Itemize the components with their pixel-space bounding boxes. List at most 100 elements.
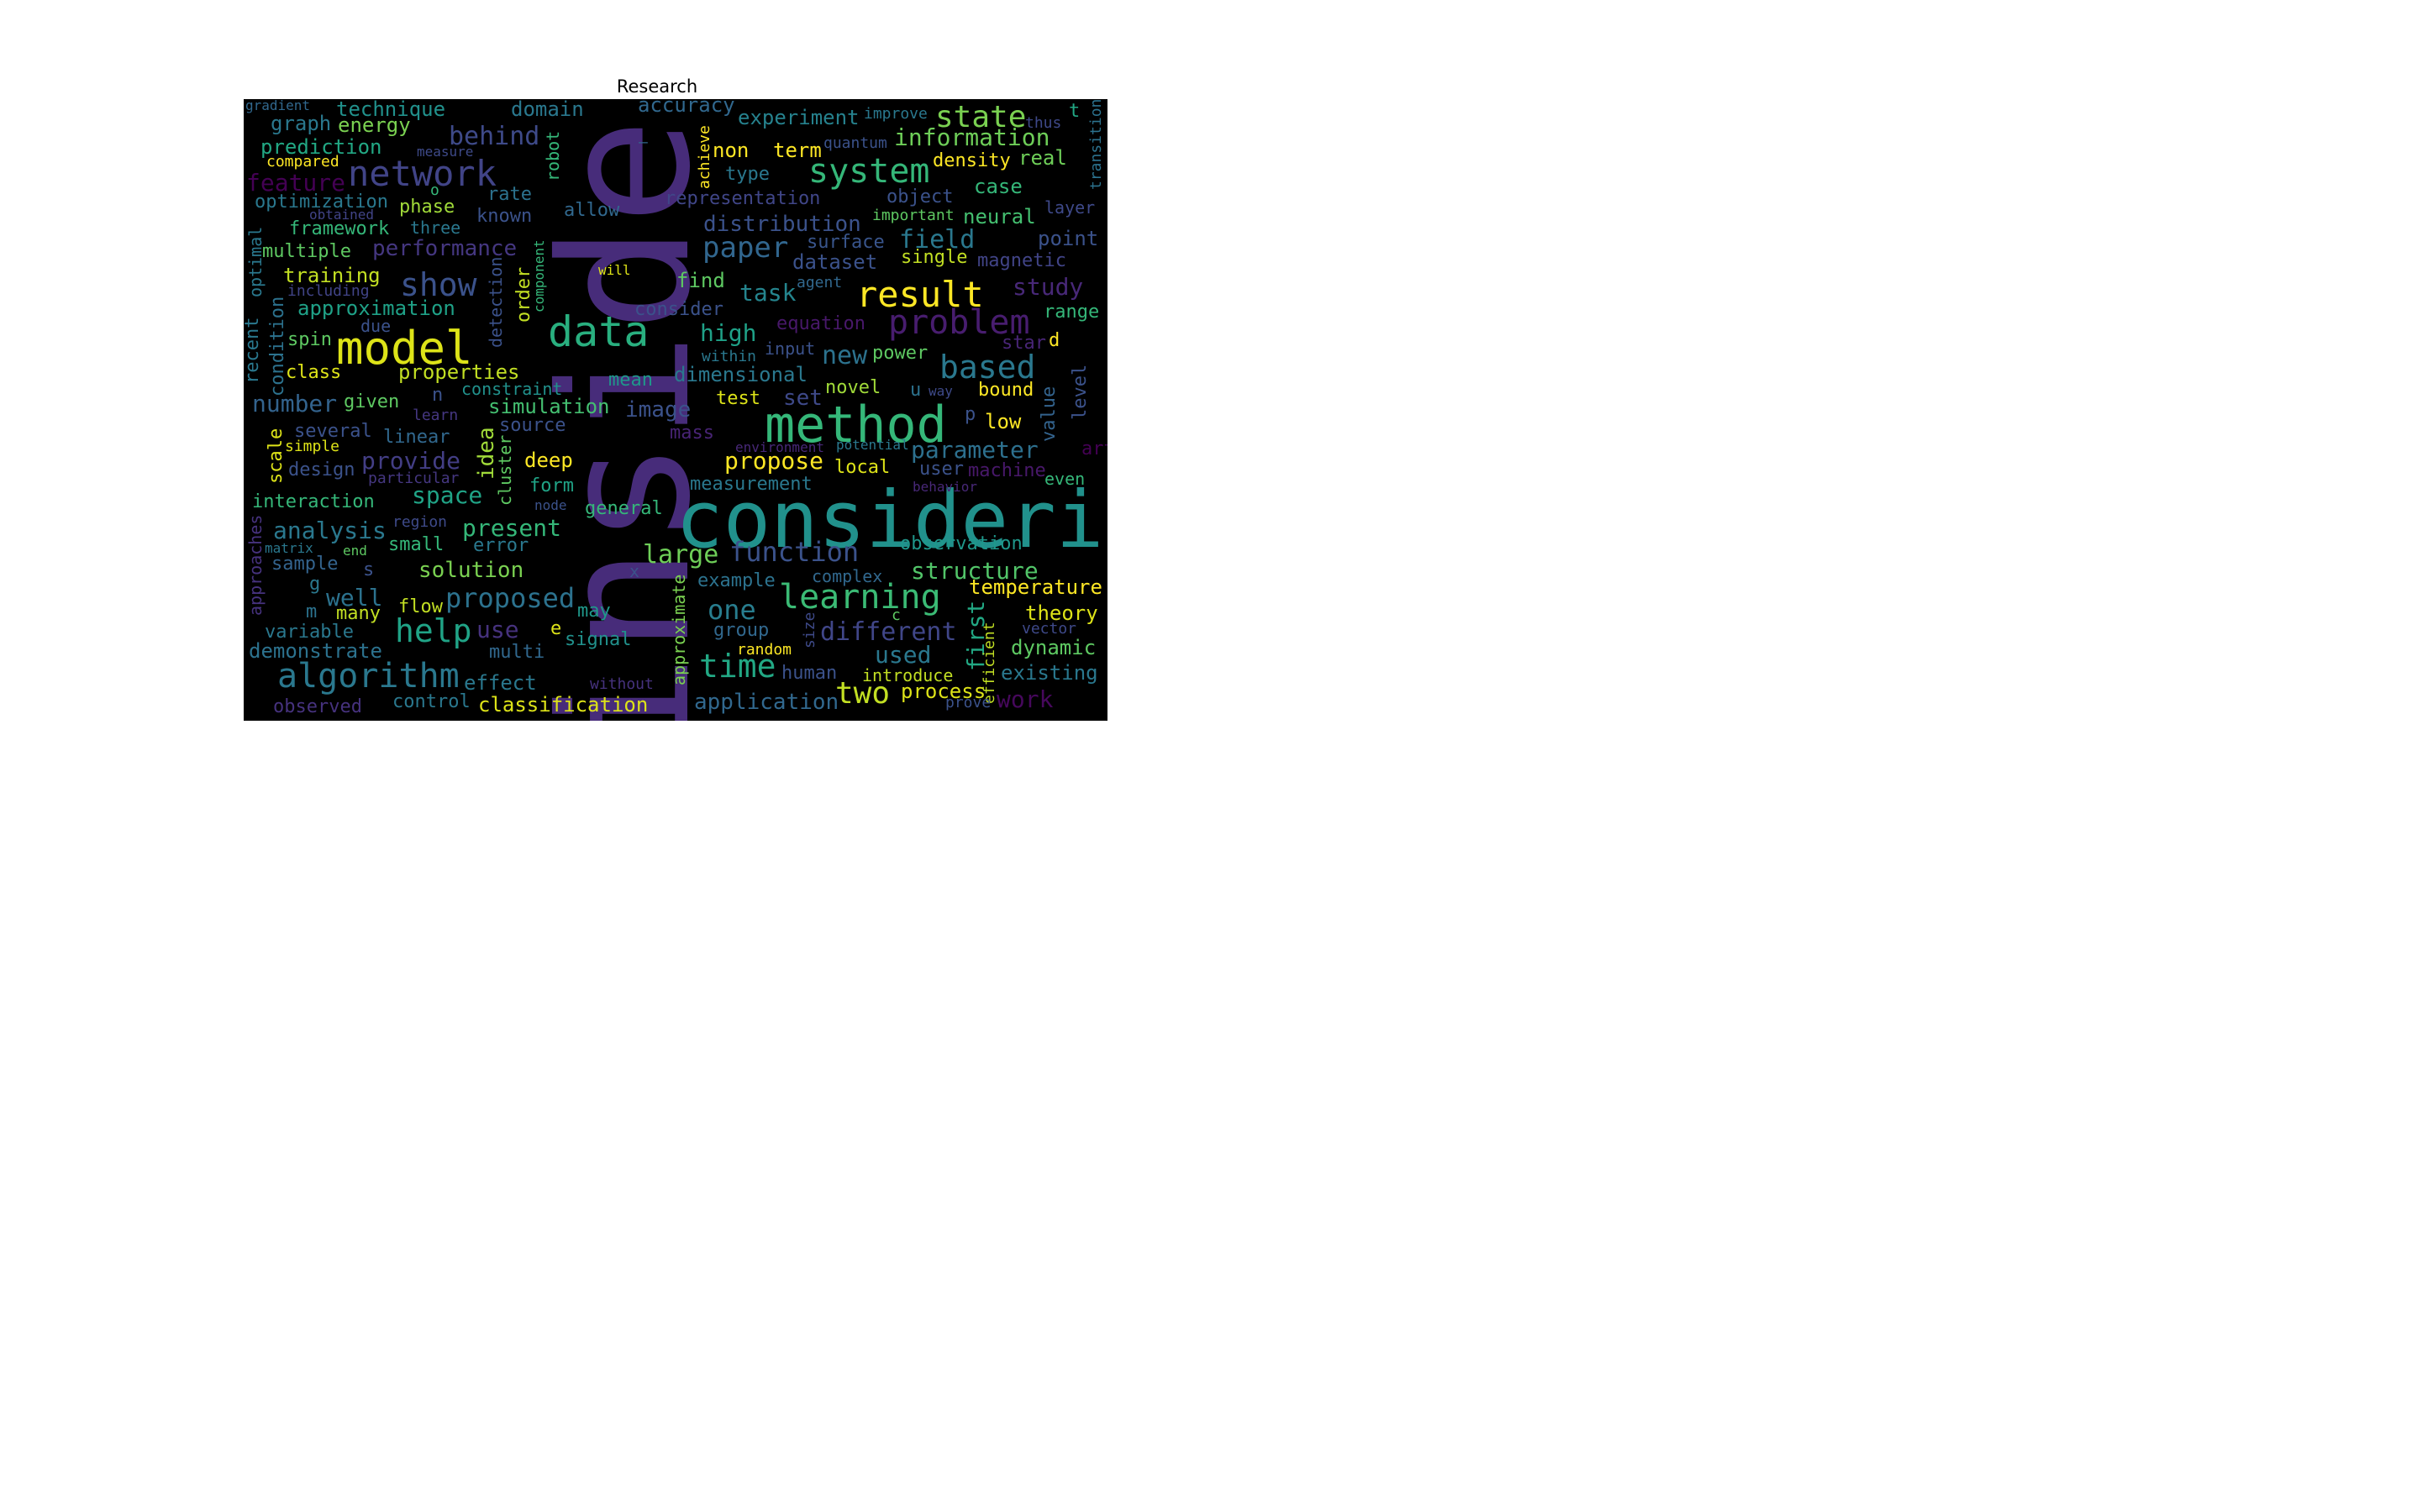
word-example: example — [697, 570, 776, 591]
word-experiment: experiment — [738, 106, 860, 129]
word-introduce: introduce — [862, 665, 954, 685]
word-m: m — [306, 601, 318, 622]
word-node: node — [534, 497, 567, 513]
word-test: test — [716, 388, 760, 409]
word-surface: surface — [807, 232, 885, 253]
word-considering: considering — [676, 475, 1107, 566]
word-important: important — [872, 207, 955, 224]
word-user: user — [919, 459, 964, 480]
word-art: art — [1081, 438, 1107, 459]
word-well: well — [326, 584, 383, 612]
word-analysis: analysis — [273, 517, 387, 544]
word-input: input — [765, 339, 816, 359]
word-n: n — [432, 385, 444, 406]
word-g: g — [309, 574, 321, 595]
word-complex: complex — [812, 566, 883, 586]
word-o: o — [430, 181, 439, 199]
word-linear: linear — [383, 427, 450, 448]
word-properties: properties — [398, 360, 520, 384]
word-machine: machine — [968, 460, 1046, 481]
word-performance: performance — [372, 236, 518, 261]
word-gradient: gradient — [245, 99, 311, 113]
word-application: application — [694, 690, 839, 715]
word-way: way — [929, 383, 953, 399]
word-low: low — [985, 410, 1022, 433]
word-theory: theory — [1025, 601, 1098, 625]
word-energy: energy — [338, 113, 411, 137]
word-constraint: constraint — [461, 379, 563, 399]
word-high: high — [700, 319, 757, 347]
word-process: process — [901, 680, 986, 703]
word-matrix: matrix — [265, 540, 313, 556]
word-technique: technique — [336, 99, 446, 121]
word-optimal: optimal — [245, 227, 266, 298]
word-level: level — [1070, 365, 1091, 421]
word-method: method — [765, 396, 947, 454]
word-existing: existing — [1001, 661, 1098, 685]
word-signal: signal — [565, 629, 632, 650]
word-new: new — [822, 341, 868, 370]
word-task: task — [739, 279, 797, 307]
word-find: find — [676, 269, 725, 292]
word-error: error — [473, 535, 529, 556]
word-domain: domain — [511, 99, 584, 121]
word-cluster: cluster — [495, 435, 515, 507]
word-behavior: behavior — [913, 479, 978, 495]
word-approaches: approaches — [245, 515, 266, 617]
word-improve: improve — [864, 105, 928, 123]
word-group: group — [713, 620, 770, 641]
word-algorithm: algorithm — [277, 657, 460, 696]
word-flow: flow — [398, 596, 443, 617]
word-variable: variable — [265, 622, 354, 643]
figure: Research insideconsideringmethodmodeldat… — [0, 0, 1314, 822]
word-multi: multi — [489, 642, 545, 663]
word-scale: scale — [266, 428, 287, 485]
word-bound: bound — [978, 380, 1034, 401]
word-proposed: proposed — [445, 582, 576, 614]
word-framework: framework — [289, 218, 390, 239]
word-dash: – — [639, 134, 648, 151]
word-measurement: measurement — [690, 474, 813, 495]
word-term: term — [773, 139, 822, 162]
word-magnetic: magnetic — [977, 250, 1066, 271]
word-space: space — [412, 481, 483, 509]
word-including: including — [287, 282, 370, 300]
word-paper: paper — [702, 231, 789, 265]
word-dataset: dataset — [792, 250, 878, 274]
word-density: density — [933, 150, 1011, 171]
word-observation: observation — [900, 533, 1023, 554]
word-based: based — [939, 349, 1036, 386]
word-propose: propose — [724, 447, 824, 475]
word-sample: sample — [271, 554, 339, 575]
word-learn: learn — [413, 407, 459, 424]
word-layer: layer — [1044, 197, 1096, 218]
word-neural: neural — [963, 205, 1036, 228]
word-general: general — [585, 498, 663, 519]
word-interaction: interaction — [252, 491, 375, 512]
word-form: form — [529, 475, 574, 496]
word-thus: thus — [1025, 114, 1062, 132]
word-class: class — [286, 362, 342, 383]
word-t: t — [1069, 101, 1081, 122]
word-large: large — [643, 540, 719, 570]
word-many: many — [336, 603, 381, 624]
word-condition: condition — [267, 297, 288, 397]
word-several: several — [294, 421, 372, 442]
word-environment: environment — [735, 439, 824, 455]
word-demonstrate: demonstrate — [249, 639, 382, 663]
word-show: show — [400, 266, 477, 303]
word-use: use — [476, 616, 519, 643]
word-even: even — [1044, 469, 1086, 489]
word-star: star — [1002, 333, 1046, 354]
word-without: without — [590, 675, 654, 693]
word-power: power — [872, 343, 929, 364]
word-due: due — [360, 316, 392, 336]
word-field: field — [899, 225, 976, 255]
word-range: range — [1044, 302, 1100, 323]
word-potential: potential — [836, 437, 909, 453]
word-case: case — [974, 175, 1023, 198]
word-approximate: approximate — [669, 575, 689, 686]
word-obtained: obtained — [309, 207, 375, 223]
word-u: u — [910, 380, 922, 401]
word-provide: provide — [361, 447, 461, 475]
